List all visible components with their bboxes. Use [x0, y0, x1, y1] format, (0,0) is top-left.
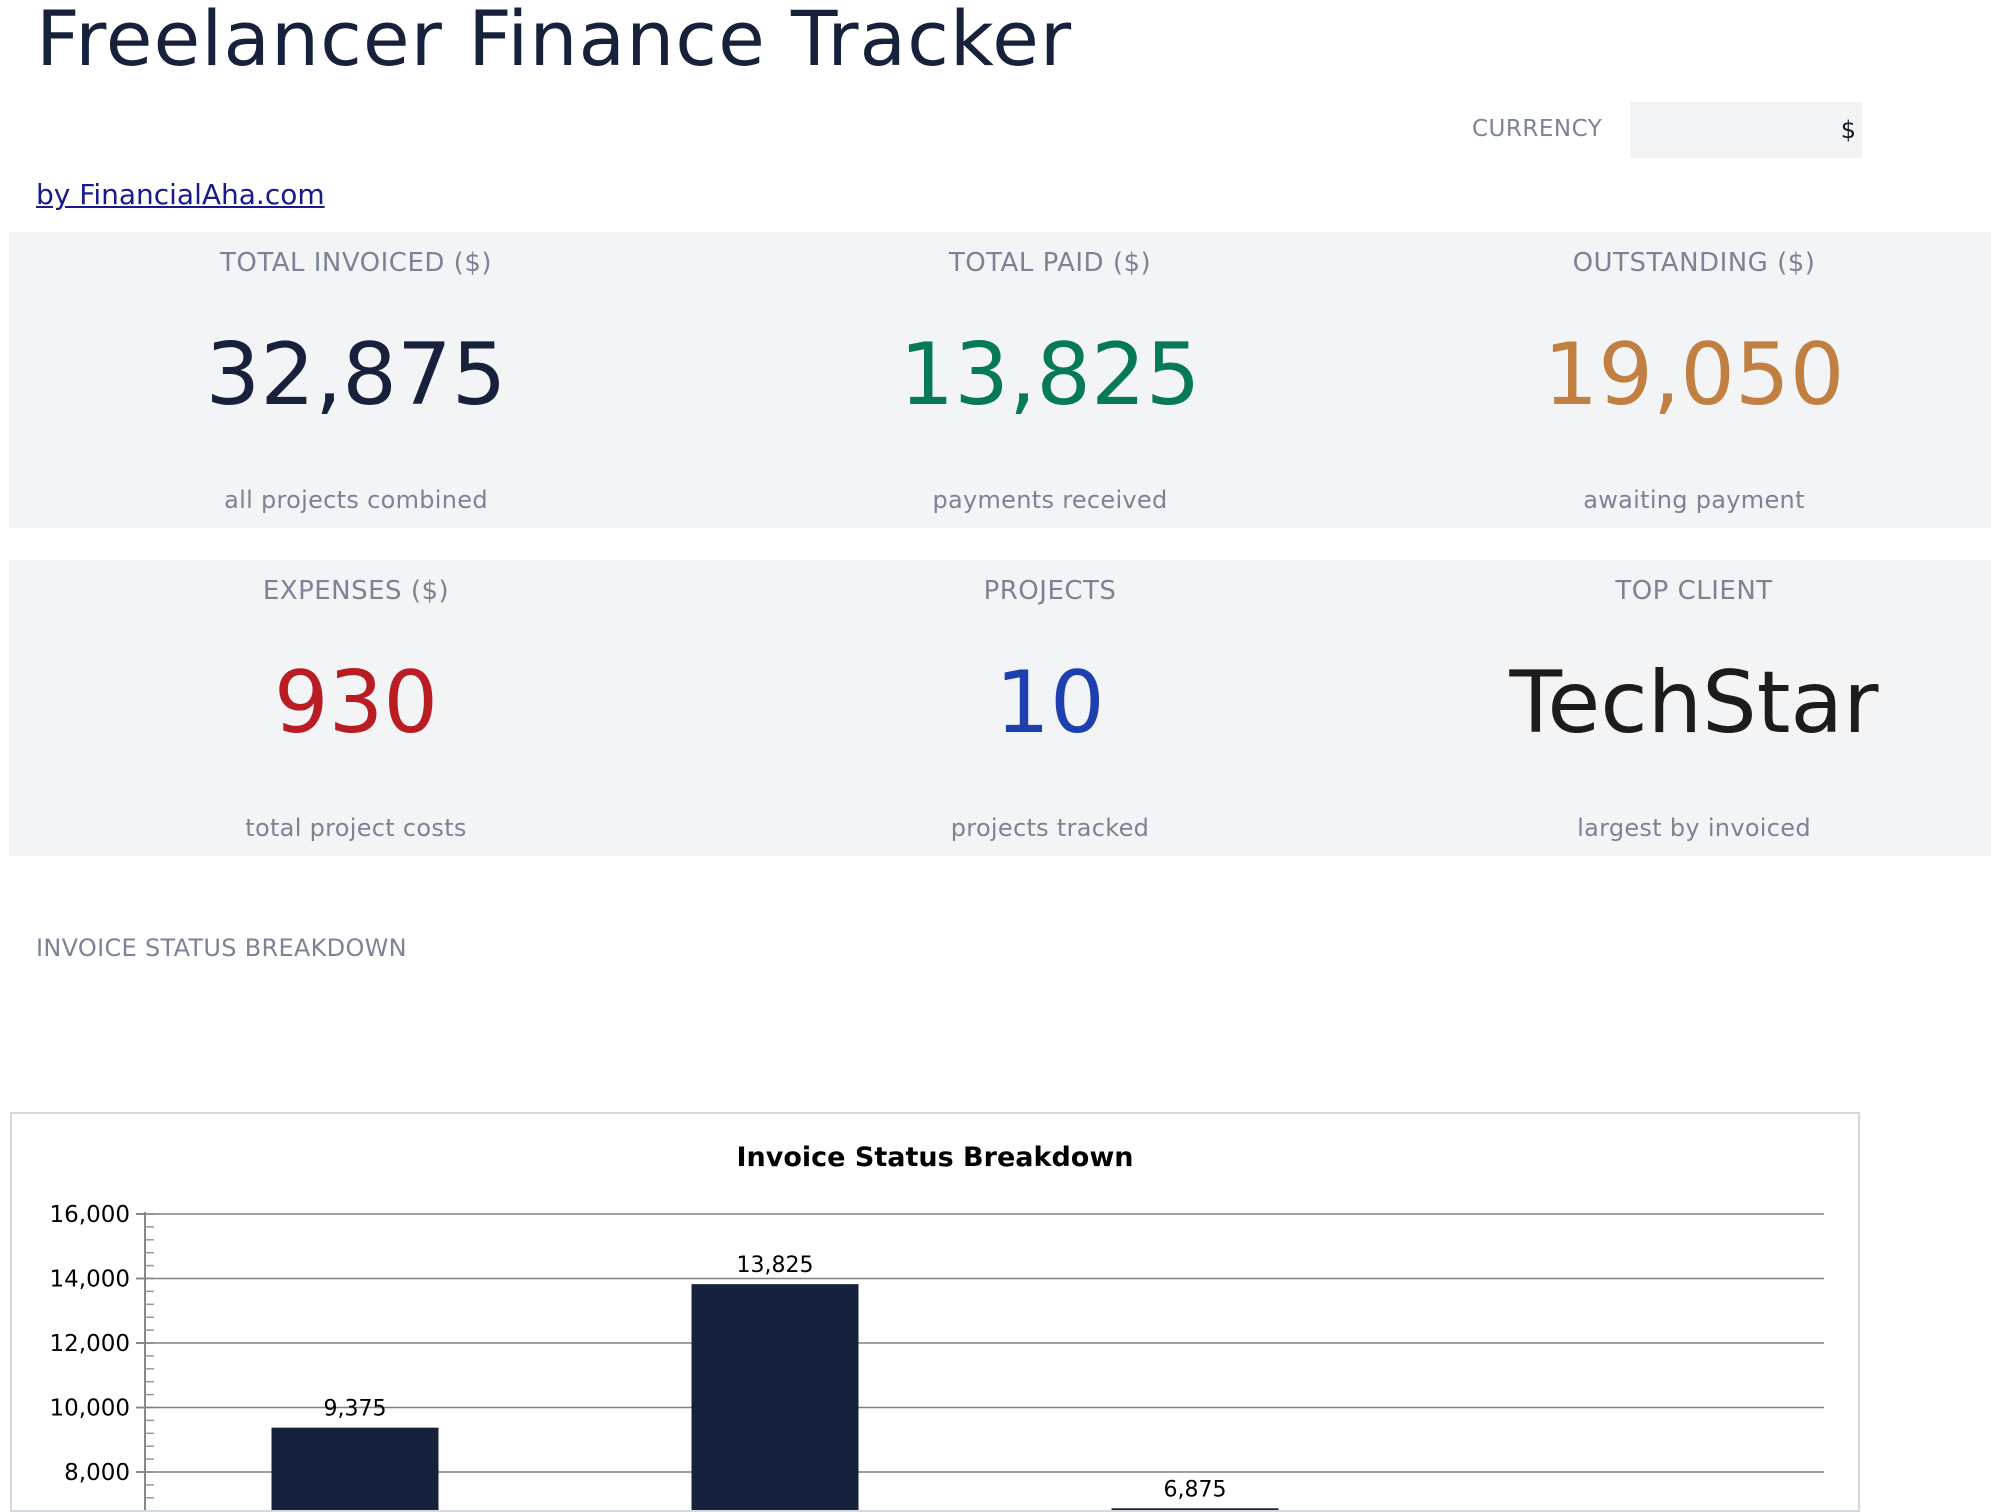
- y-tick-label: 16,000: [50, 1202, 130, 1228]
- kpi-subtext: awaiting payment: [1583, 486, 1805, 514]
- y-tick-label: 8,000: [64, 1460, 130, 1486]
- kpi-label: TOP CLIENT: [1615, 576, 1773, 606]
- chart-title: Invoice Status Breakdown: [736, 1142, 1134, 1173]
- kpi-value: 930: [273, 653, 439, 753]
- bar: [271, 1427, 439, 1510]
- bar-value-label: 6,875: [1164, 1477, 1227, 1502]
- bar: [691, 1284, 859, 1510]
- kpi-row-1: TOTAL INVOICED ($) 32,875 all projects c…: [9, 232, 1991, 528]
- bar: [1111, 1508, 1279, 1510]
- kpi-subtext: projects tracked: [950, 814, 1150, 842]
- kpi-subtext: all projects combined: [224, 486, 488, 514]
- kpi-value: 32,875: [205, 325, 507, 425]
- kpi-total-paid: TOTAL PAID ($) 13,825 payments received: [703, 232, 1397, 528]
- kpi-subtext: total project costs: [245, 814, 467, 842]
- kpi-value: 19,050: [1543, 325, 1845, 425]
- kpi-value: 13,825: [899, 325, 1201, 425]
- invoice-status-chart: Invoice Status Breakdown 16,000 14,000 12,…: [10, 1112, 1860, 1512]
- y-tick-label: 14,000: [50, 1267, 130, 1293]
- kpi-expenses: EXPENSES ($) 930 total project costs: [9, 560, 703, 856]
- byline-link[interactable]: by FinancialAha.com: [36, 178, 325, 211]
- kpi-label: OUTSTANDING ($): [1572, 248, 1816, 278]
- y-tick-label: 12,000: [50, 1331, 130, 1357]
- kpi-value: 10: [995, 653, 1105, 753]
- kpi-projects: PROJECTS 10 projects tracked: [703, 560, 1397, 856]
- kpi-row-2: EXPENSES ($) 930 total project costs PRO…: [9, 560, 1991, 856]
- kpi-label: TOTAL INVOICED ($): [219, 248, 493, 278]
- kpi-subtext: payments received: [932, 486, 1168, 514]
- section-label-invoice-status: INVOICE STATUS BREAKDOWN: [36, 934, 407, 962]
- page-title: Freelancer Finance Tracker: [36, 0, 1073, 83]
- kpi-label: TOTAL PAID ($): [948, 248, 1152, 278]
- kpi-top-client: TOP CLIENT TechStar largest by invoiced: [1397, 560, 1991, 856]
- kpi-value: TechStar: [1509, 653, 1879, 753]
- kpi-total-invoiced: TOTAL INVOICED ($) 32,875 all projects c…: [9, 232, 703, 528]
- kpi-label: EXPENSES ($): [262, 576, 450, 606]
- chart-plot-area: 16,000 14,000 12,000 10,000 8,000 9,375 13,825…: [50, 1202, 1824, 1510]
- kpi-subtext: largest by invoiced: [1577, 814, 1811, 842]
- currency-input[interactable]: $: [1630, 102, 1862, 158]
- y-tick-label: 10,000: [50, 1396, 130, 1422]
- bar-value-label: 13,825: [737, 1253, 814, 1278]
- currency-label: CURRENCY: [1472, 116, 1603, 142]
- bar-value-label: 9,375: [324, 1397, 387, 1422]
- kpi-label: PROJECTS: [983, 576, 1117, 606]
- kpi-outstanding: OUTSTANDING ($) 19,050 awaiting payment: [1397, 232, 1991, 528]
